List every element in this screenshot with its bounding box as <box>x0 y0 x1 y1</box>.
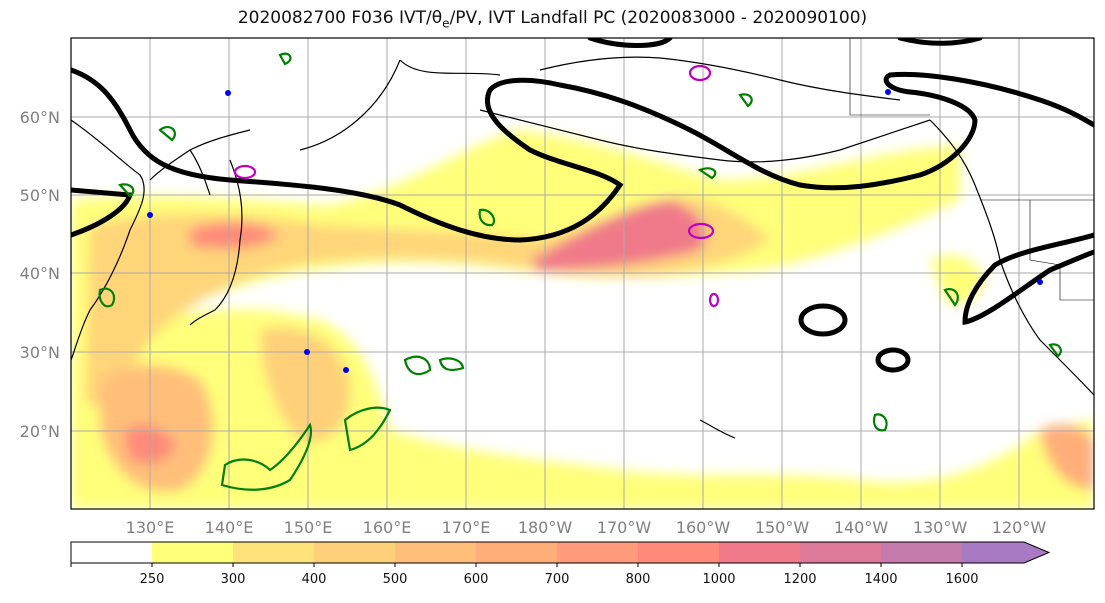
colorbar-segment <box>395 542 477 563</box>
colorbar-segment <box>476 542 558 563</box>
colorbar-extend-arrow <box>962 542 1049 563</box>
lon-label: 150°E <box>284 518 333 537</box>
colorbar-outline <box>70 541 1051 564</box>
blue-contours <box>147 89 1043 373</box>
colorbar-tick-label: 1000 <box>702 572 735 587</box>
colorbar-tick-label: 1400 <box>864 572 897 587</box>
lat-label: 50°N <box>20 186 60 205</box>
lat-label: 60°N <box>20 108 60 127</box>
colorbar-tick-label: 250 <box>140 572 165 587</box>
colorbar-tick-label: 1600 <box>945 572 978 587</box>
lon-label: 130°W <box>913 518 968 537</box>
lon-label: 140°E <box>205 518 254 537</box>
lon-label: 170°E <box>442 518 491 537</box>
colorbar-tick-label: 800 <box>626 572 651 587</box>
colorbar-segment <box>152 542 234 563</box>
colorbar-ticks: 250 300 400 500 600 700 800 1000 1200 1400 1600 <box>70 563 979 587</box>
longitude-labels: 130°E 140°E 150°E 160°E 170°E 180°W 170°W 160°W… <box>126 518 1047 537</box>
figure-title: 2020082700 F036 IVT/θe/PV, IVT Landfall … <box>237 8 868 31</box>
colorbar-tick-label: 700 <box>545 572 570 587</box>
lon-label: 160°E <box>363 518 412 537</box>
lon-label: 150°W <box>755 518 810 537</box>
colorbar-tick-label: 500 <box>383 572 408 587</box>
colorbar-segment <box>314 542 396 563</box>
lon-label: 120°W <box>992 518 1047 537</box>
magenta-contours <box>233 64 720 308</box>
lat-label: 40°N <box>20 264 60 283</box>
lon-label: 140°W <box>834 518 889 537</box>
lon-label: 160°W <box>676 518 731 537</box>
colorbar-tick-label: 300 <box>221 572 246 587</box>
lon-label: 170°W <box>597 518 652 537</box>
latitude-labels: 60°N 50°N 40°N 30°N 20°N <box>20 108 60 441</box>
lat-label: 20°N <box>20 422 60 441</box>
colorbar-tick-label: 600 <box>464 572 489 587</box>
pv-contours <box>71 38 1094 373</box>
colorbar <box>70 541 1051 564</box>
colorbar-segment <box>233 542 315 563</box>
colorbar-segment <box>719 542 801 563</box>
colorbar-segment <box>71 542 153 563</box>
colorbar-segment <box>557 542 639 563</box>
ivt-shading <box>71 130 1094 509</box>
green-contours <box>98 52 1062 491</box>
colorbar-segment <box>800 542 882 563</box>
lon-label: 130°E <box>126 518 175 537</box>
colorbar-tick-label: 400 <box>302 572 327 587</box>
map-frame <box>70 37 1095 510</box>
coastlines <box>71 56 1094 439</box>
colorbar-segment <box>638 542 720 563</box>
colorbar-segment <box>881 542 963 563</box>
colorbar-tick-label: 1200 <box>783 572 816 587</box>
lon-label: 180°W <box>518 518 573 537</box>
graticule <box>71 38 1094 509</box>
lat-label: 30°N <box>20 343 60 362</box>
